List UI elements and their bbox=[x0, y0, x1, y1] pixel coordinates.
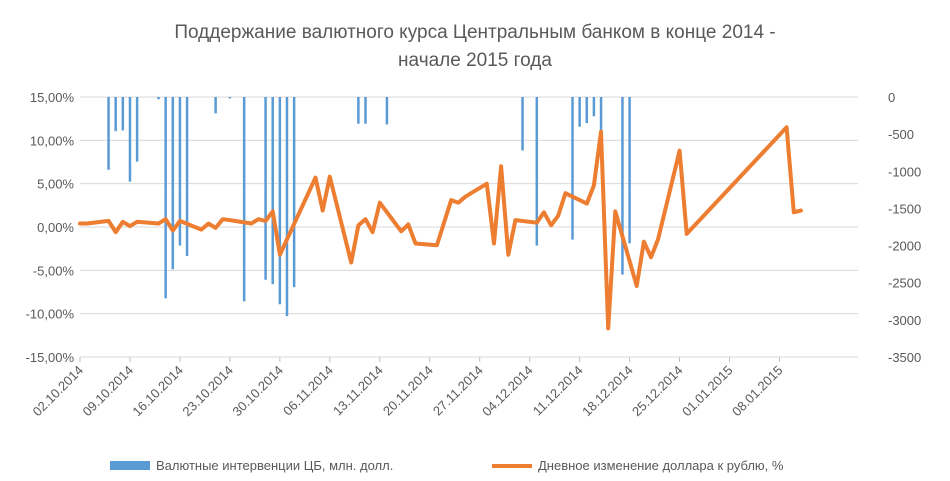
x-tick-label: 23.10.2014 bbox=[179, 363, 236, 420]
intervention-bar bbox=[178, 97, 182, 246]
intervention-bar bbox=[228, 97, 232, 99]
intervention-bar bbox=[628, 97, 631, 244]
y-right-tick-label: -500 bbox=[888, 127, 914, 142]
usd-rub-daily-change-line bbox=[78, 125, 803, 331]
chart-title-line1: Поддержание валютного курса Центральным … bbox=[174, 22, 775, 43]
intervention-bar bbox=[164, 97, 167, 299]
intervention-bar bbox=[385, 97, 389, 125]
y-left-tick-label: -5,00% bbox=[33, 263, 75, 278]
x-tick-label: 02.10.2014 bbox=[29, 363, 86, 420]
intervention-bar bbox=[242, 97, 246, 302]
intervention-bar bbox=[271, 97, 274, 285]
x-tick-label: 30.10.2014 bbox=[229, 363, 286, 420]
y-right-tick-label: -2500 bbox=[888, 276, 921, 291]
intervention-bar bbox=[599, 97, 603, 132]
intervention-bar bbox=[185, 97, 189, 256]
intervention-bar bbox=[107, 97, 110, 170]
intervention-bar bbox=[535, 97, 539, 246]
chart-title-line2: начале 2015 года bbox=[398, 50, 552, 71]
x-axis: 02.10.201409.10.201416.10.201423.10.2014… bbox=[29, 357, 786, 420]
y-axis-right: 0 -500 -1000 -1500 -2000 -2500 -3000 -3500 bbox=[888, 90, 921, 365]
intervention-bar bbox=[171, 97, 175, 270]
intervention-bar bbox=[521, 97, 524, 151]
legend-swatch-bars bbox=[110, 461, 150, 470]
x-tick-label: 13.11.2014 bbox=[330, 363, 386, 419]
intervention-bar bbox=[357, 97, 360, 124]
x-tick-label: 08.01.2015 bbox=[729, 363, 786, 420]
y-right-tick-label: -1000 bbox=[888, 164, 921, 179]
x-tick-label: 01.01.2015 bbox=[679, 363, 736, 420]
y-left-tick-label: -10,00% bbox=[26, 307, 75, 322]
x-tick-label: 16.10.2014 bbox=[129, 363, 186, 420]
intervention-bar bbox=[585, 97, 589, 123]
y-axis-left: 15,00% 10,00% 5,00% 0,00% -5,00% -10,00% -15,0… bbox=[26, 90, 75, 365]
legend: Валютные интервенции ЦБ, млн. долл. Днев… bbox=[110, 458, 784, 473]
intervention-bar bbox=[157, 97, 160, 100]
y-right-tick-label: -2000 bbox=[888, 239, 921, 254]
y-right-tick-label: -3500 bbox=[888, 350, 921, 365]
y-left-tick-label: 10,00% bbox=[30, 133, 75, 148]
intervention-bar bbox=[128, 97, 132, 182]
intervention-bar bbox=[121, 97, 125, 131]
x-tick-label: 18.12.2014 bbox=[579, 363, 636, 420]
intervention-bar bbox=[578, 97, 581, 127]
bar-series bbox=[107, 97, 631, 317]
legend-label-line: Дневное изменение доллара к рублю, % bbox=[538, 458, 784, 473]
line-series bbox=[78, 125, 803, 331]
y-left-tick-label: 0,00% bbox=[37, 220, 74, 235]
x-tick-label: 20.11.2014 bbox=[380, 363, 436, 419]
intervention-bar bbox=[292, 97, 296, 288]
legend-label-bars: Валютные интервенции ЦБ, млн. долл. bbox=[156, 458, 393, 473]
x-tick-label: 25.12.2014 bbox=[629, 363, 686, 420]
y-right-tick-label: -1500 bbox=[888, 201, 921, 216]
x-tick-label: 06.11.2014 bbox=[280, 363, 336, 419]
x-tick-label: 11.12.2014 bbox=[530, 363, 586, 419]
y-left-tick-label: -15,00% bbox=[26, 350, 75, 365]
y-right-tick-label: -3000 bbox=[888, 313, 921, 328]
intervention-bar bbox=[114, 97, 117, 132]
intervention-bar bbox=[278, 97, 282, 305]
intervention-bar bbox=[214, 97, 217, 114]
x-tick-label: 09.10.2014 bbox=[79, 363, 136, 420]
intervention-bar bbox=[264, 97, 267, 280]
intervention-bar bbox=[571, 97, 574, 240]
gridlines bbox=[80, 96, 858, 358]
y-right-tick-label: 0 bbox=[888, 90, 895, 105]
intervention-bar bbox=[621, 97, 624, 275]
x-tick-label: 04.12.2014 bbox=[479, 363, 536, 420]
x-tick-label: 27.11.2014 bbox=[430, 363, 486, 419]
intervention-bar bbox=[592, 97, 596, 117]
y-left-tick-label: 15,00% bbox=[30, 90, 75, 105]
y-left-tick-label: 5,00% bbox=[37, 177, 74, 192]
intervention-bar bbox=[364, 97, 367, 124]
intervention-bar bbox=[135, 97, 139, 162]
intervention-bar bbox=[285, 97, 289, 317]
